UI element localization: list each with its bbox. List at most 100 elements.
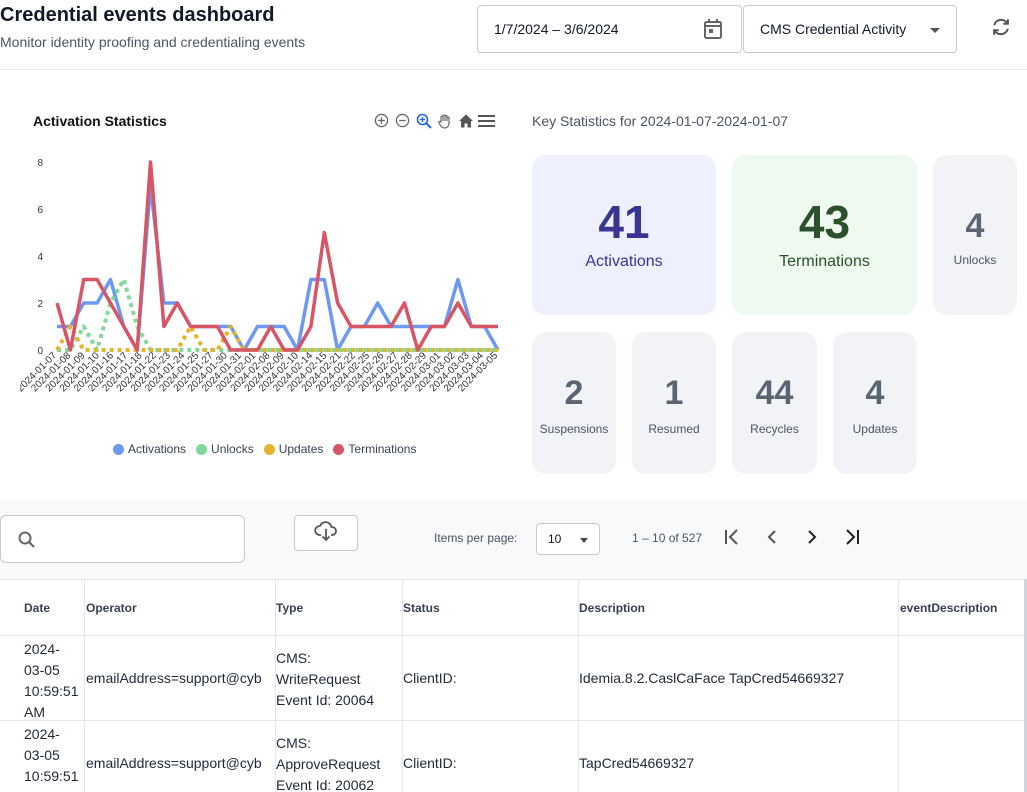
- pan-hand-icon[interactable]: [436, 112, 453, 129]
- first-page-button[interactable]: [720, 525, 744, 549]
- stat-card-recycles: 44 Recycles: [732, 332, 817, 474]
- previous-page-button[interactable]: [760, 525, 784, 549]
- legend-item-updates[interactable]: Updates: [263, 442, 323, 456]
- legend-marker: [113, 443, 124, 455]
- column-header-status[interactable]: Status: [403, 601, 440, 615]
- chart-legend: Activations Unlocks Updates Terminations: [113, 442, 416, 456]
- legend-label: Activations: [128, 442, 187, 456]
- cell-date: 2024- 03-05 10:59:51 AM: [24, 721, 82, 792]
- cell-type: CMS: ApproveRequest Event Id: 20062: [276, 721, 402, 792]
- cell-description: Idemia.8.2.CaslCaFace TapCred54669327: [579, 670, 845, 686]
- cell-operator: emailAddress=support@cyb: [86, 755, 262, 771]
- menu-icon[interactable]: [478, 112, 495, 129]
- date-part: 2024-: [24, 726, 60, 742]
- legend-label: Unlocks: [211, 442, 254, 456]
- date-range-value: 1/7/2024 – 3/6/2024: [494, 21, 619, 37]
- y-tick-label: 2: [37, 299, 43, 310]
- page-subtitle: Monitor identity proofing and credential…: [0, 34, 306, 50]
- table-scrollbar[interactable]: [1024, 579, 1027, 792]
- stat-label: Suspensions: [539, 422, 609, 436]
- chevron-right-icon: [808, 530, 817, 544]
- stat-value: 43: [798, 196, 851, 248]
- cell-date: 2024- 03-05 10:59:51 AM: [24, 636, 82, 721]
- date-part: 2024-: [24, 641, 60, 657]
- table-row[interactable]: 2024- 03-05 10:59:51 AM emailAddress=sup…: [0, 720, 1024, 792]
- items-per-page-select[interactable]: 10: [536, 523, 600, 555]
- cell-event-description: [900, 721, 1024, 792]
- type-line: CMS:: [276, 735, 311, 751]
- stat-value: 44: [755, 374, 794, 412]
- stat-card-resumed: 1 Resumed: [632, 332, 716, 474]
- type-line: ApproveRequest: [276, 756, 381, 772]
- download-button[interactable]: [294, 515, 358, 551]
- stat-card-updates: 4 Updates: [833, 332, 917, 474]
- stat-value: 41: [598, 196, 650, 248]
- chevron-down-icon: [930, 28, 940, 33]
- chevron-left-icon: [767, 530, 776, 544]
- last-page-button[interactable]: [840, 525, 864, 549]
- calendar-icon[interactable]: [703, 18, 723, 45]
- items-per-page-label: Items per page:: [434, 531, 518, 545]
- type-line: WriteRequest: [276, 671, 361, 687]
- search-input[interactable]: [0, 515, 245, 563]
- chart-toolbar: [373, 112, 495, 129]
- date-part: 03-05: [24, 662, 60, 678]
- column-divider: [84, 579, 85, 792]
- zoom-out-icon[interactable]: [394, 112, 411, 129]
- search-icon: [17, 530, 37, 555]
- stat-card-suspensions: 2 Suspensions: [532, 332, 616, 474]
- legend-marker: [263, 443, 275, 455]
- refresh-icon[interactable]: [988, 14, 1014, 40]
- stat-value: 1: [664, 374, 684, 412]
- table-row[interactable]: 2024- 03-05 10:59:51 AM emailAddress=sup…: [0, 635, 1024, 721]
- stat-card-activations: 41 Activations: [532, 155, 716, 315]
- y-tick-label: 4: [37, 252, 43, 263]
- pagination-range: 1 – 10 of 527: [632, 531, 703, 545]
- column-header-operator[interactable]: Operator: [86, 601, 137, 615]
- date-range-picker[interactable]: 1/7/2024 – 3/6/2024: [477, 5, 742, 53]
- series-line-updates: [55, 324, 498, 352]
- zoom-in-icon[interactable]: [373, 112, 390, 129]
- date-part: AM: [24, 787, 82, 792]
- cell-description: TapCred54669327: [579, 755, 695, 771]
- stat-label: Terminations: [779, 253, 870, 270]
- last-page-icon: [846, 529, 859, 545]
- cell-status: ClientID:: [403, 670, 457, 686]
- stat-card-terminations: 43 Terminations: [732, 155, 917, 315]
- table-toolbar: Items per page: 10 1 – 10 of 527: [0, 499, 1027, 579]
- page-title: Credential events dashboard: [0, 4, 275, 26]
- event-type-value: CMS Credential Activity: [760, 21, 907, 37]
- type-line: Event Id: 20064: [276, 692, 375, 708]
- stat-label: Resumed: [648, 422, 700, 436]
- stat-value: 2: [564, 374, 584, 412]
- legend-marker: [333, 443, 345, 455]
- next-page-button[interactable]: [800, 525, 824, 549]
- page-header: Credential events dashboard Monitor iden…: [0, 0, 1027, 70]
- date-part: AM: [24, 704, 45, 720]
- key-statistics-title: Key Statistics for 2024-01-07-2024-01-07: [532, 113, 789, 129]
- y-tick-label: 0: [37, 346, 43, 357]
- home-reset-icon[interactable]: [457, 112, 474, 129]
- column-divider: [402, 579, 403, 792]
- event-type-select[interactable]: CMS Credential Activity: [743, 5, 957, 53]
- legend-item-unlocks[interactable]: Unlocks: [196, 442, 254, 456]
- column-header-type[interactable]: Type: [276, 601, 304, 615]
- stat-value: 4: [965, 207, 985, 245]
- cell-type: CMS: WriteRequest Event Id: 20064: [276, 636, 402, 721]
- column-header-date[interactable]: Date: [24, 601, 51, 615]
- legend-item-terminations[interactable]: Terminations: [333, 442, 416, 456]
- cloud-download-icon: [314, 520, 338, 547]
- cell-operator: emailAddress=support@cyb: [86, 670, 262, 686]
- column-divider: [578, 579, 579, 792]
- table-header-row: Date Operator Type Status Description ev…: [0, 579, 1024, 636]
- selection-zoom-icon[interactable]: [415, 112, 432, 129]
- column-header-event-description[interactable]: eventDescription: [900, 601, 998, 615]
- column-header-description[interactable]: Description: [579, 601, 646, 615]
- items-per-page-value: 10: [548, 532, 562, 546]
- series-line-unlocks: [57, 277, 498, 352]
- legend-marker: [196, 443, 208, 455]
- legend-item-activations[interactable]: Activations: [113, 442, 186, 456]
- legend-label: Terminations: [348, 442, 417, 456]
- stat-label: Recycles: [750, 422, 799, 436]
- column-divider: [898, 579, 899, 792]
